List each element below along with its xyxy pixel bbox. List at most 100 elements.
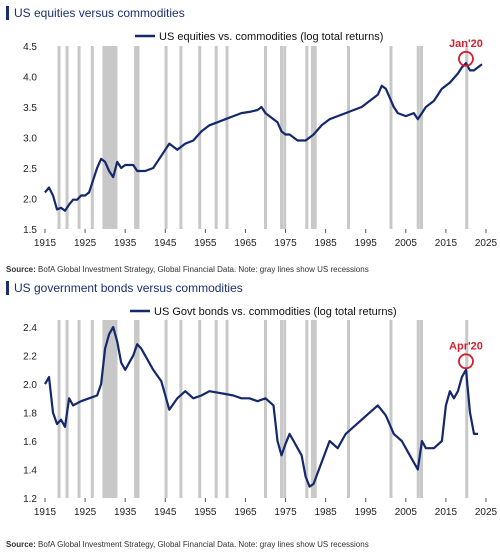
recession-band (77, 320, 81, 498)
chart-1-source: Source: BofA Global Investment Strategy,… (6, 265, 369, 274)
chart-2-source-label: Source: (6, 540, 36, 549)
x-tick-label: 1955 (194, 507, 217, 518)
chart-1-source-label: Source: (6, 265, 36, 274)
recession-band (134, 320, 138, 498)
recession-band (57, 46, 61, 229)
recession-band (346, 46, 350, 229)
recession-band (102, 46, 106, 229)
recession-band (283, 320, 287, 498)
recession-band (114, 46, 118, 229)
recession-band (179, 46, 183, 229)
x-tick-label: 1975 (274, 507, 297, 518)
y-tick-label: 3.5 (23, 103, 37, 114)
recession-band (164, 46, 168, 229)
annotation-circle (458, 353, 474, 370)
recession-band (416, 320, 420, 498)
x-tick-label: 1915 (34, 238, 57, 249)
recession-band (264, 46, 267, 229)
y-tick-label: 4.5 (23, 42, 37, 53)
y-tick-label: 2.4 (23, 323, 37, 334)
x-tick-label: 1955 (194, 238, 217, 249)
x-tick-label: 2015 (435, 507, 458, 518)
x-tick-label: 2005 (395, 507, 418, 518)
recession-band (419, 46, 423, 229)
y-tick-label: 2.5 (23, 164, 37, 175)
x-tick-label: 1965 (234, 238, 257, 249)
x-tick-label: 1995 (355, 507, 378, 518)
recession-band (214, 46, 218, 229)
y-tick-label: 1.8 (23, 409, 37, 420)
y-tick-label: 1.5 (23, 225, 37, 236)
recession-band (109, 46, 113, 229)
recession-band (179, 320, 183, 498)
recession-band (346, 320, 350, 498)
recession-band (114, 320, 118, 498)
annotation-circle (458, 50, 474, 67)
x-tick-label: 2025 (475, 238, 498, 249)
bonds-vs-commodities-chart: 1.2 1.4 1.6 1.8 2.0 2.2 2.4 1915 1925 1935 1945 195… (23, 306, 498, 518)
chart-2-title: US government bonds versus commodities (6, 281, 243, 295)
x-tick-label: 1925 (74, 238, 97, 249)
recession-band (104, 320, 108, 498)
y-tick-label: 2.2 (23, 352, 37, 363)
x-tick-label: 1945 (154, 507, 177, 518)
x-tick-label: 2025 (475, 507, 498, 518)
annotation-label: Jan'20 (449, 38, 483, 50)
recession-band (465, 46, 469, 229)
legend-label: US Govt bonds vs. commodities (log total… (154, 306, 397, 318)
recession-band (283, 46, 287, 229)
recession-band (112, 320, 116, 498)
series-line (44, 61, 483, 212)
recession-band (305, 320, 309, 498)
y-tick-label: 1.4 (23, 466, 37, 477)
recession-band (109, 320, 113, 498)
x-tick-label: 1965 (234, 507, 257, 518)
x-tick-label: 1915 (34, 507, 57, 518)
recession-band (90, 46, 94, 229)
equities-vs-commodities-chart: 1.5 2.0 2.5 3.0 3.5 4.0 4.5 1915 1925 1935 1945 195… (23, 31, 498, 249)
x-tick-label: 1945 (154, 238, 177, 249)
recession-band (264, 320, 267, 498)
x-tick-label: 2015 (435, 238, 458, 249)
y-tick-label: 2.0 (23, 380, 37, 391)
recession-band (280, 46, 284, 229)
recession-band (107, 320, 111, 498)
recession-band (104, 46, 108, 229)
recession-band (90, 320, 94, 498)
y-tick-label: 4.0 (23, 73, 37, 84)
recession-band (310, 320, 314, 498)
recession-band (280, 320, 284, 498)
recession-band (305, 46, 309, 229)
recession-band (214, 320, 218, 498)
series-line (44, 326, 478, 488)
recession-band (107, 46, 111, 229)
chart-1-title: US equities versus commodities (6, 6, 185, 20)
recession-band (198, 46, 202, 229)
y-tick-label: 3.0 (23, 134, 37, 145)
x-tick-label: 1935 (114, 507, 137, 518)
x-tick-label: 1935 (114, 238, 137, 249)
recession-band (313, 46, 317, 229)
chart-2-source-text: BofA Global Investment Strategy, Global … (38, 540, 369, 549)
legend-label: US equities vs. commodities (log total r… (159, 31, 383, 43)
recession-band (136, 320, 140, 498)
recession-band (389, 320, 393, 498)
x-tick-label: 1995 (355, 238, 378, 249)
recession-band (164, 320, 168, 498)
recession-band (416, 46, 420, 229)
recession-band (198, 320, 202, 498)
recession-band (310, 46, 314, 229)
chart-2-source: Source: BofA Global Investment Strategy,… (6, 540, 369, 549)
recession-band (77, 46, 81, 229)
x-tick-label: 1985 (315, 507, 338, 518)
y-tick-label: 2.0 (23, 195, 37, 206)
recession-band (225, 320, 229, 498)
y-tick-label: 1.2 (23, 494, 37, 505)
chart-1-source-text: BofA Global Investment Strategy, Global … (38, 265, 369, 274)
x-tick-label: 2005 (395, 238, 418, 249)
recession-band (465, 320, 469, 498)
recession-band (134, 46, 138, 229)
recession-band (136, 46, 140, 229)
recession-band (313, 320, 317, 498)
recession-band (57, 320, 61, 498)
